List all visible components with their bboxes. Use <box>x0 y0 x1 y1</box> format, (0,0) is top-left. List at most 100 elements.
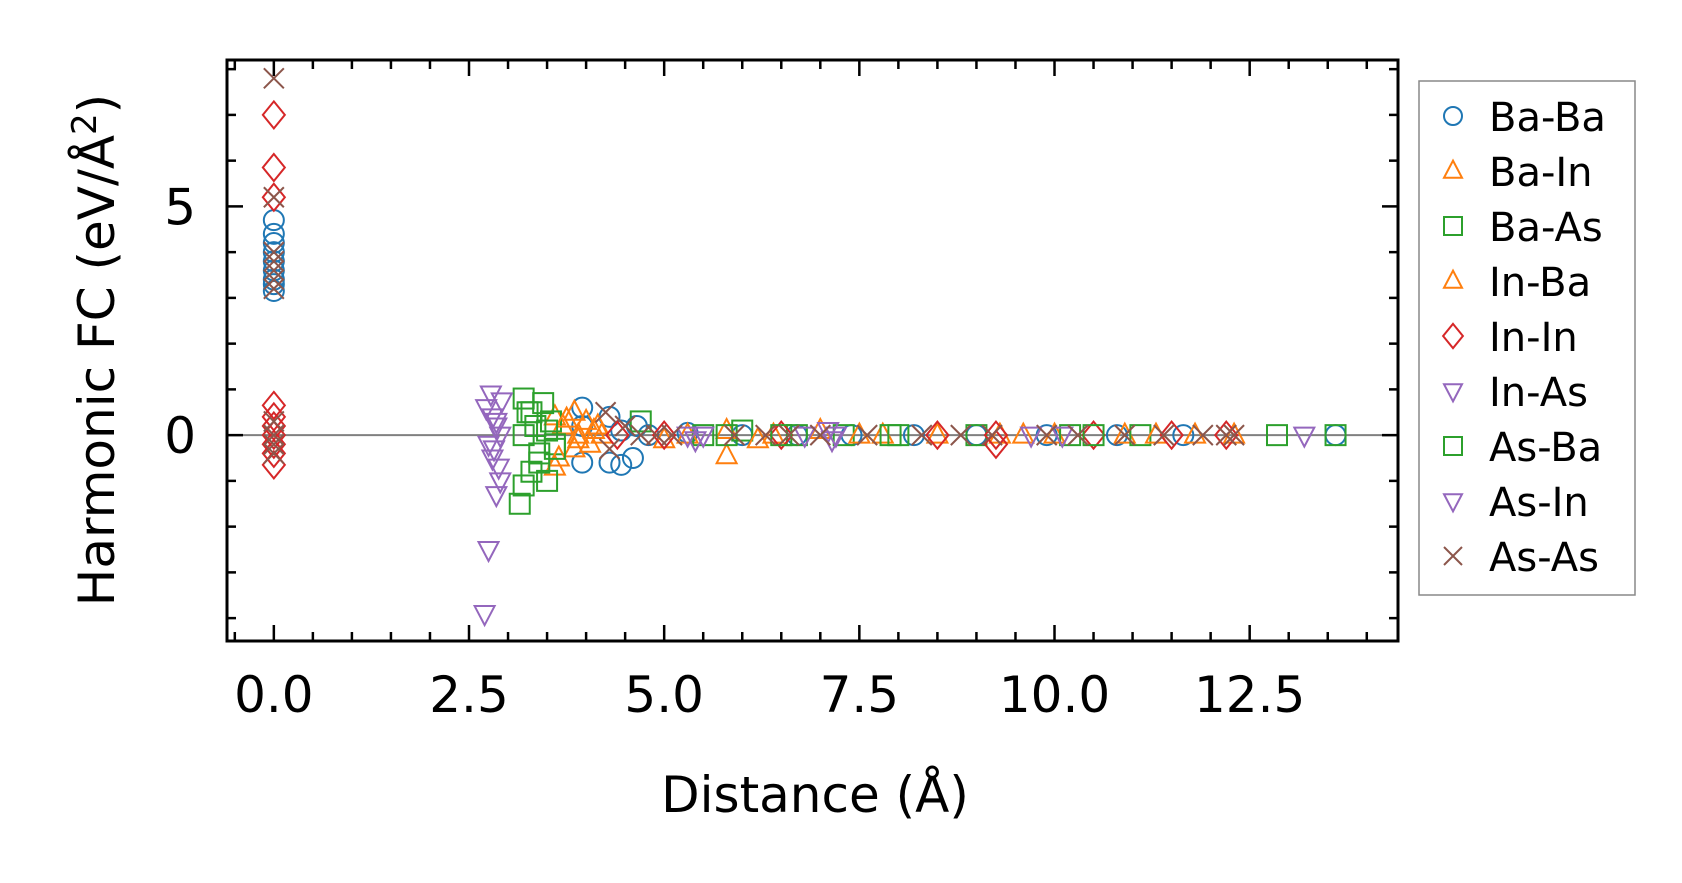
data-point-as-as <box>950 424 972 446</box>
data-point-as-as <box>594 401 617 423</box>
legend-marker-as-as <box>1443 546 1463 566</box>
data-point-as-as <box>809 424 832 446</box>
data-point-as-in <box>484 412 508 436</box>
data-point-ba-in <box>714 442 739 465</box>
data-point-in-in <box>261 152 287 183</box>
data-point-ba-in <box>925 421 950 444</box>
data-point-as-as <box>1192 424 1214 446</box>
data-point-ba-as <box>512 474 535 497</box>
data-point-in-in <box>1159 420 1184 451</box>
data-point-in-in <box>261 420 287 451</box>
x-tick-label: 2.5 <box>429 666 509 724</box>
data-point-as-ba <box>520 401 543 424</box>
data-point-as-as <box>754 424 777 446</box>
data-point-ba-in <box>543 403 567 426</box>
axis-ticks <box>227 60 1398 641</box>
data-point-in-as <box>1292 426 1316 449</box>
data-point-in-in <box>1081 420 1106 451</box>
legend-label-in-ba: In-Ba <box>1489 260 1591 306</box>
legend-marker-in-in <box>1441 322 1465 350</box>
data-point-as-as <box>1223 424 1245 446</box>
data-point-as-as <box>1215 424 1237 446</box>
data-point-as-ba <box>1082 424 1105 447</box>
data-point-as-as <box>778 424 800 446</box>
legend-label-ba-as: Ba-As <box>1489 205 1603 251</box>
data-point-as-as <box>630 424 652 446</box>
data-point-as-in <box>691 426 715 449</box>
data-point-ba-ba <box>262 280 285 303</box>
data-point-ba-in <box>574 407 598 430</box>
data-point-as-as <box>645 424 668 446</box>
legend-label-as-ba: As-Ba <box>1489 425 1602 471</box>
legend-label-as-as: As-As <box>1489 535 1599 581</box>
legend-marker-in-ba <box>1442 268 1464 289</box>
data-point-in-ba <box>566 426 590 449</box>
data-point-as-as <box>911 424 933 446</box>
data-point-in-in <box>1213 420 1239 451</box>
legend-marker-as-in <box>1442 493 1464 514</box>
y-axis-label-end: ) <box>68 94 126 114</box>
data-point-in-in <box>768 420 794 451</box>
data-point-in-as <box>490 392 514 415</box>
x-tick-label: 0.0 <box>234 666 314 724</box>
data-point-in-as <box>1019 426 1043 449</box>
data-point-in-as <box>793 426 817 449</box>
data-point-in-ba <box>1011 421 1035 444</box>
data-point-as-as <box>263 278 285 300</box>
data-point-ba-as <box>1265 424 1288 447</box>
data-point-ba-as <box>965 424 988 447</box>
data-point-as-ba <box>770 424 793 447</box>
data-point-as-in <box>480 449 505 472</box>
data-point-in-ba <box>547 444 571 467</box>
legend-marker-in-as <box>1442 383 1464 404</box>
data-point-ba-ba <box>637 424 660 447</box>
x-tick-label: 10.0 <box>999 666 1110 724</box>
legend-marker-ba-ba <box>1443 106 1463 126</box>
y-tick-label: 0 <box>164 407 196 465</box>
x-tick-label: 5.0 <box>624 666 704 724</box>
data-point-as-as <box>263 424 285 446</box>
data-point-as-as <box>1067 424 1089 446</box>
axis-tick-labels: 0.0 2.5 5.0 7.5 10.0 12.5 0 5 <box>164 178 1305 724</box>
data-point-as-ba <box>715 424 738 447</box>
data-point-as-ba <box>536 419 559 442</box>
data-point-as-in <box>488 426 512 449</box>
data-point-ba-in <box>566 421 590 444</box>
legend-label-as-in: As-In <box>1489 480 1589 526</box>
data-point-ba-as <box>536 469 559 492</box>
data-point-as-as <box>856 424 878 446</box>
legend-label-in-in: In-In <box>1489 315 1578 361</box>
data-point-as-as <box>263 241 285 263</box>
y-axis-label-main: Harmonic FC (eV/Å <box>68 135 126 606</box>
data-markers <box>261 67 1347 628</box>
legend: Ba-Ba Ba-In Ba-As In-Ba In-In In-As As-Ba As-In… <box>1418 80 1636 596</box>
data-point-ba-ba <box>262 222 285 245</box>
legend-label-ba-ba: Ba-Ba <box>1489 95 1606 141</box>
data-point-as-as <box>981 424 1003 446</box>
data-point-as-as <box>661 424 683 446</box>
data-point-as-ba <box>528 451 551 474</box>
legend-label-ba-in: Ba-In <box>1489 150 1593 196</box>
legend-marker-ba-as <box>1443 216 1463 236</box>
y-tick-label: 5 <box>164 178 196 236</box>
data-point-as-as <box>263 259 285 282</box>
data-point-in-in <box>261 438 287 469</box>
data-point-ba-ba <box>621 447 644 470</box>
data-point-as-as <box>614 415 636 437</box>
data-point-ba-ba <box>598 451 621 474</box>
data-point-as-as <box>1153 424 1175 446</box>
data-point-as-as <box>263 268 285 291</box>
data-point-as-as <box>598 438 621 460</box>
data-point-as-in <box>1050 426 1074 449</box>
legend-marker-as-ba <box>1443 436 1463 456</box>
data-point-ba-as <box>785 424 808 447</box>
data-point-ba-ba <box>1105 424 1128 447</box>
data-point-as-ba <box>512 424 535 447</box>
data-point-in-in <box>651 420 677 451</box>
data-point-as-as <box>263 442 285 465</box>
data-point-ba-ba <box>610 453 633 476</box>
data-point-ba-ba <box>1172 424 1195 447</box>
data-point-as-as <box>263 433 285 455</box>
data-point-as-as <box>263 67 285 90</box>
